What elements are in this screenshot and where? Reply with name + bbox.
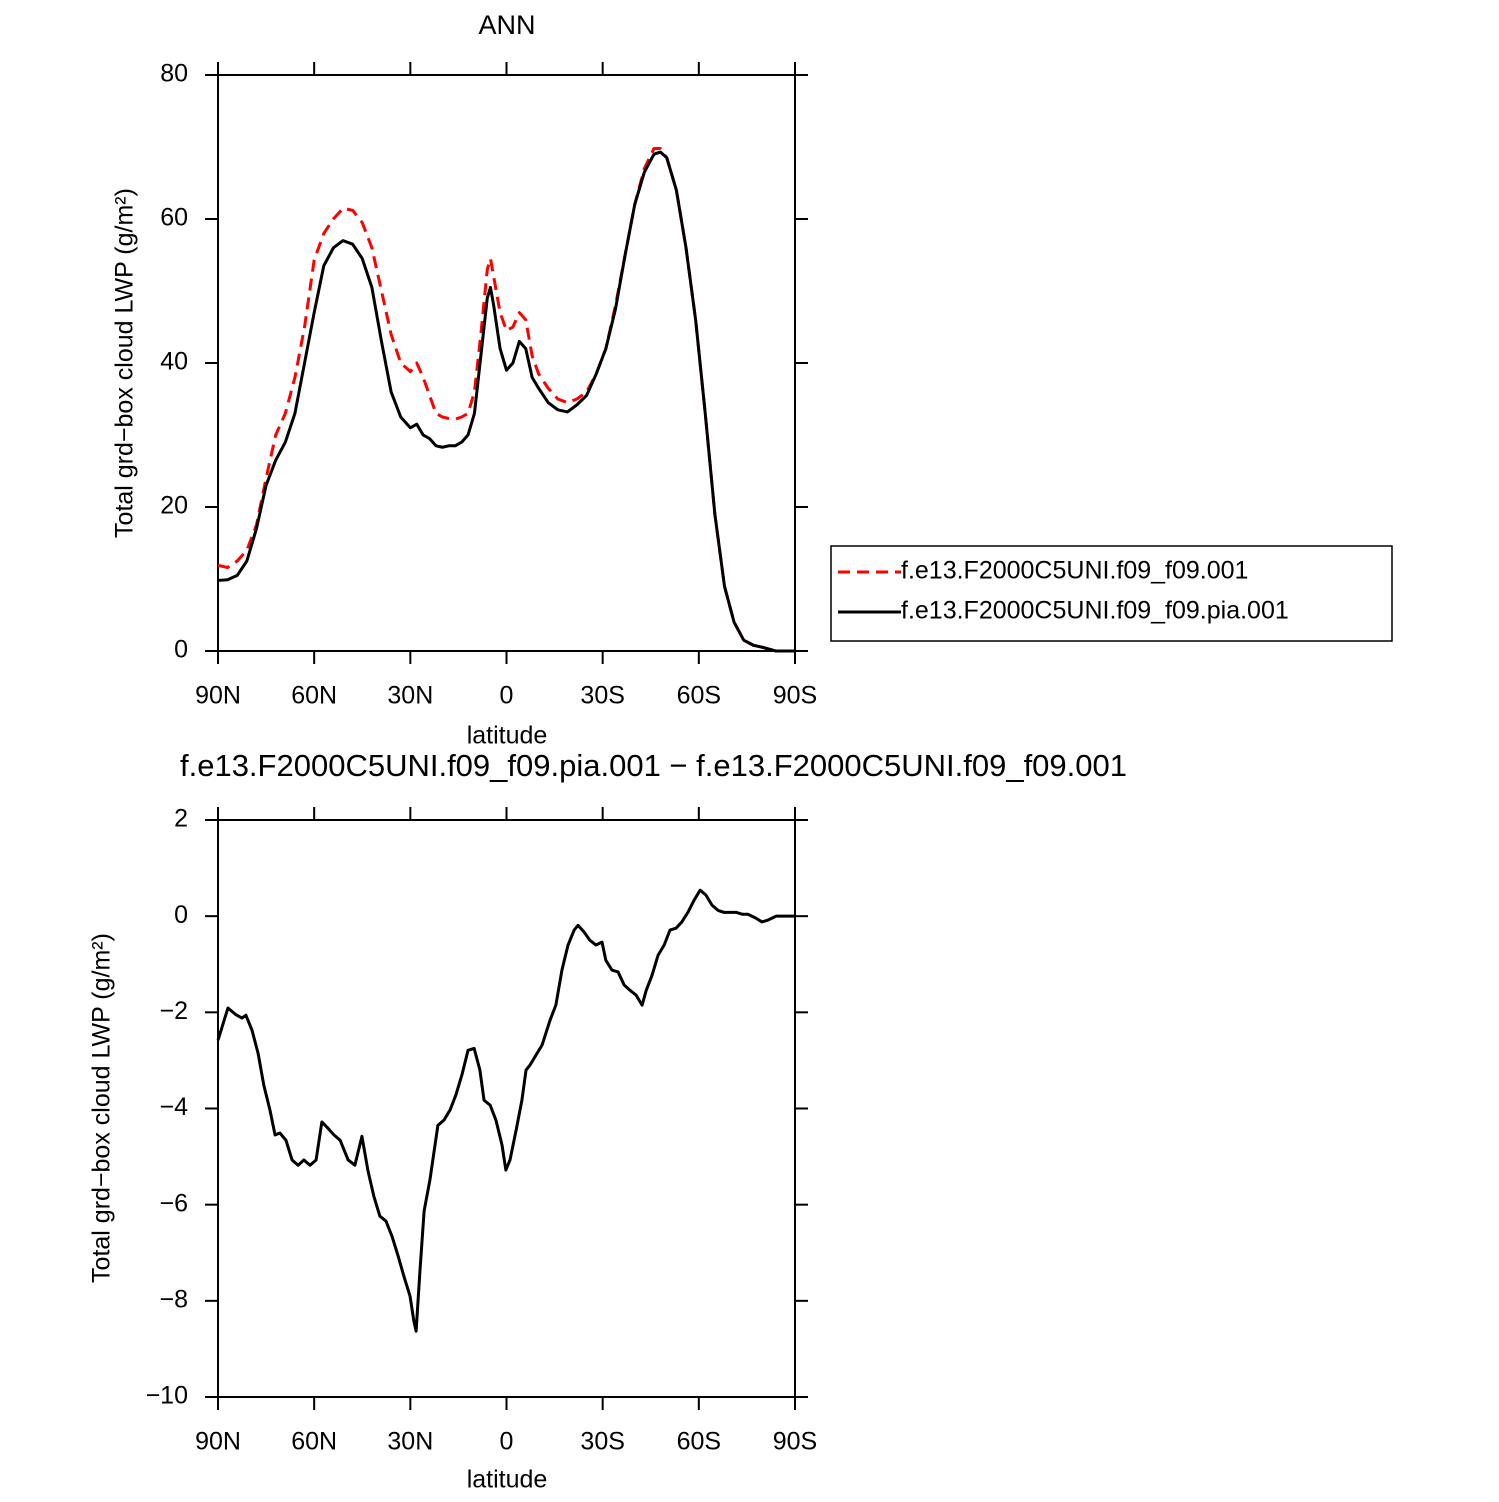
y-tick-label: −2 xyxy=(159,997,188,1025)
x-tick-label: 60S xyxy=(677,682,721,710)
x-tick-label: 90N xyxy=(195,1428,241,1456)
x-tick-label: 90N xyxy=(195,682,241,710)
x-tick-label: 30N xyxy=(387,1428,433,1456)
y-tick-label: 2 xyxy=(174,805,188,833)
data-line xyxy=(217,150,795,653)
legend-label: f.e13.F2000C5UNI.f09_f09.pia.001 xyxy=(901,597,1289,625)
x-tick-label: 30S xyxy=(580,682,624,710)
legend-box xyxy=(830,545,1393,642)
y-tick-label: 40 xyxy=(160,348,188,376)
y-tick-label: −4 xyxy=(159,1093,188,1121)
y-axis-label: Total grd−box cloud LWP (g/m²) xyxy=(88,933,116,1283)
plot-frame xyxy=(217,819,796,1398)
x-tick-label: 90S xyxy=(773,1428,817,1456)
x-tick-label: 60S xyxy=(677,1428,721,1456)
y-tick-label: 60 xyxy=(160,204,188,232)
x-tick-label: 60N xyxy=(291,1428,337,1456)
y-tick-label: 0 xyxy=(174,901,188,929)
y-tick-label: 0 xyxy=(174,636,188,664)
x-tick-label: 30N xyxy=(387,682,433,710)
x-tick-label: 0 xyxy=(500,1428,514,1456)
y-tick-label: 20 xyxy=(160,492,188,520)
chart-title: ANN xyxy=(478,10,535,40)
x-tick-label: 60N xyxy=(291,682,337,710)
x-tick-label: 30S xyxy=(580,1428,624,1456)
x-axis-label: latitude xyxy=(467,1466,548,1494)
data-line xyxy=(216,888,795,1333)
x-tick-label: 90S xyxy=(773,682,817,710)
y-tick-label: −10 xyxy=(146,1382,188,1410)
y-axis-label: Total grd−box cloud LWP (g/m²) xyxy=(111,188,139,538)
x-tick-label: 0 xyxy=(500,682,514,710)
y-tick-label: 80 xyxy=(160,60,188,88)
y-tick-label: −8 xyxy=(159,1285,188,1313)
data-line xyxy=(217,146,795,653)
chart-title: f.e13.F2000C5UNI.f09_f09.pia.001 − f.e13… xyxy=(180,748,1127,783)
y-tick-label: −6 xyxy=(159,1189,188,1217)
x-axis-label: latitude xyxy=(467,722,548,750)
legend-label: f.e13.F2000C5UNI.f09_f09.001 xyxy=(901,557,1248,585)
